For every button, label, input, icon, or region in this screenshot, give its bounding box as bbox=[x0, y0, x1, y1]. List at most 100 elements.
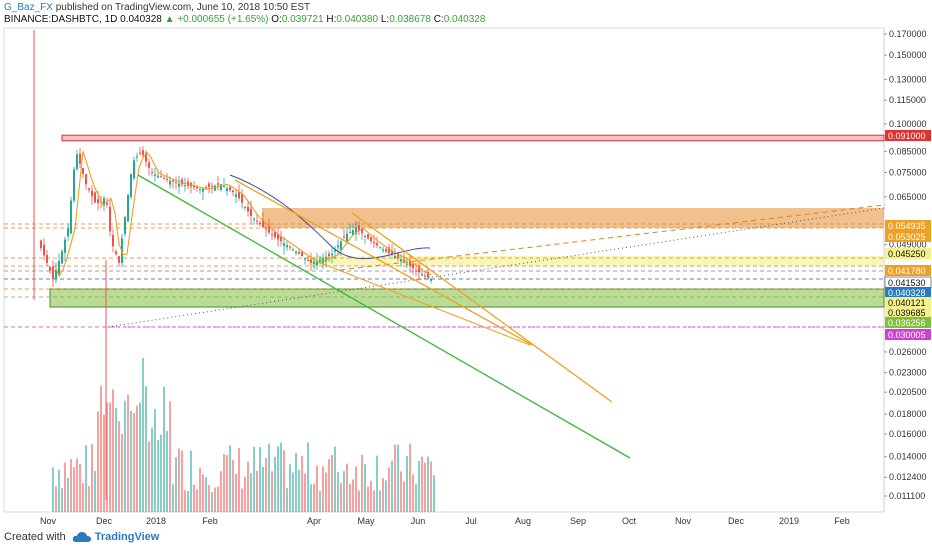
candle-body bbox=[67, 228, 69, 237]
candle-body bbox=[241, 194, 243, 203]
candle-body bbox=[142, 150, 144, 156]
volume-bar bbox=[109, 402, 111, 512]
candle-body bbox=[256, 220, 258, 222]
volume-bar bbox=[97, 411, 99, 512]
candle-body bbox=[208, 183, 210, 188]
volume-bar bbox=[70, 459, 72, 512]
price-tag-bg bbox=[885, 287, 931, 298]
volume-bar bbox=[265, 458, 267, 512]
footer: Created with TradingView bbox=[4, 531, 159, 543]
price-tag-label: 0.091000 bbox=[888, 131, 926, 141]
candle-body bbox=[388, 247, 390, 254]
candle-body bbox=[76, 154, 78, 170]
volume-bar bbox=[55, 486, 57, 512]
volume-bar bbox=[82, 483, 84, 512]
volume-bar bbox=[235, 474, 237, 512]
volume-bar bbox=[76, 458, 78, 512]
volume-bar bbox=[184, 490, 186, 512]
volume-bar bbox=[289, 464, 291, 512]
y-tick-label: 0.085000 bbox=[889, 146, 927, 156]
candle-body bbox=[235, 194, 237, 197]
y-tick-label: 0.065000 bbox=[889, 192, 927, 202]
candle-body bbox=[286, 245, 288, 248]
candle-body bbox=[85, 174, 87, 185]
candle-body bbox=[139, 152, 141, 154]
orange-trendline-upper bbox=[234, 179, 533, 346]
volume-bar bbox=[430, 461, 432, 512]
rising-dotted-line bbox=[107, 207, 885, 328]
tradingview-logo[interactable]: TradingView bbox=[72, 531, 159, 543]
volume-bar bbox=[394, 444, 396, 512]
candle-body bbox=[148, 162, 150, 169]
x-tick-label: Nov bbox=[675, 516, 692, 526]
price-tag-bg bbox=[885, 248, 931, 259]
volume-bar bbox=[427, 456, 429, 512]
publish-line: G_Baz_FX published on TradingView.com, J… bbox=[4, 2, 310, 13]
candle-body bbox=[130, 174, 132, 197]
candle-body bbox=[127, 194, 129, 222]
candle-body bbox=[343, 236, 345, 238]
volume-bar bbox=[349, 483, 351, 512]
volume-bar bbox=[157, 440, 159, 512]
price-tag-label: 0.054935 bbox=[888, 221, 926, 231]
price-tag-bg bbox=[885, 317, 931, 328]
x-tick-label: May bbox=[357, 516, 375, 526]
volume-bar bbox=[73, 467, 75, 512]
candle-body bbox=[319, 259, 321, 264]
candle-body bbox=[199, 188, 201, 190]
price-tag-bg bbox=[885, 220, 931, 231]
candle-body bbox=[178, 183, 180, 187]
volume-bar bbox=[199, 467, 201, 512]
volume-bar bbox=[196, 489, 198, 512]
candle-body bbox=[205, 187, 207, 189]
candle-body bbox=[382, 249, 384, 251]
author-link[interactable]: G_Baz_FX bbox=[4, 2, 53, 13]
candle-body bbox=[391, 251, 393, 255]
volume-bar bbox=[61, 488, 63, 512]
candle-body bbox=[268, 224, 270, 233]
candle-body bbox=[316, 260, 318, 266]
high-value: 0.040380 bbox=[336, 14, 379, 25]
candle-body bbox=[217, 183, 219, 185]
volume-bar bbox=[220, 471, 222, 512]
volume-bar bbox=[214, 487, 216, 512]
volume-bar bbox=[388, 467, 390, 512]
volume-bar bbox=[118, 421, 120, 512]
created-with-label: Created with bbox=[4, 531, 66, 543]
volume-bar bbox=[382, 478, 384, 512]
y-tick-label: 0.012400 bbox=[889, 472, 927, 482]
price-tag-bg bbox=[885, 130, 931, 141]
volume-bar bbox=[52, 467, 54, 512]
candle-body bbox=[229, 187, 231, 191]
candle-body bbox=[238, 192, 240, 199]
candle-body bbox=[151, 172, 153, 174]
candle-body bbox=[403, 259, 405, 262]
price-tag-bg bbox=[885, 231, 931, 242]
x-tick-label: Dec bbox=[728, 516, 745, 526]
candle-body bbox=[160, 176, 162, 178]
price-tag-bg bbox=[885, 329, 931, 340]
candle-body bbox=[40, 240, 42, 249]
volume-bar bbox=[136, 405, 138, 512]
volume-bar bbox=[163, 386, 165, 512]
volume-bar bbox=[355, 466, 357, 512]
candle-body bbox=[406, 263, 408, 265]
last-price: 0.040328 bbox=[120, 14, 162, 25]
price-tag-bg bbox=[885, 265, 931, 276]
volume-bar bbox=[124, 400, 126, 512]
volume-bar bbox=[241, 488, 243, 512]
y-tick-label: 0.020500 bbox=[889, 387, 927, 397]
volume-bar bbox=[172, 484, 174, 512]
volume-bar bbox=[301, 455, 303, 512]
volume-bar bbox=[106, 402, 108, 512]
resistance-zone bbox=[262, 208, 884, 228]
y-tick-label: 0.016000 bbox=[889, 429, 927, 439]
candle-body bbox=[184, 185, 186, 187]
candle-body bbox=[196, 186, 198, 189]
top-resistance-zone bbox=[61, 134, 885, 142]
volume-bar bbox=[406, 455, 408, 512]
y-tick-label: 0.150000 bbox=[889, 50, 927, 60]
cloud-icon bbox=[72, 532, 91, 542]
volume-bar bbox=[151, 427, 153, 512]
